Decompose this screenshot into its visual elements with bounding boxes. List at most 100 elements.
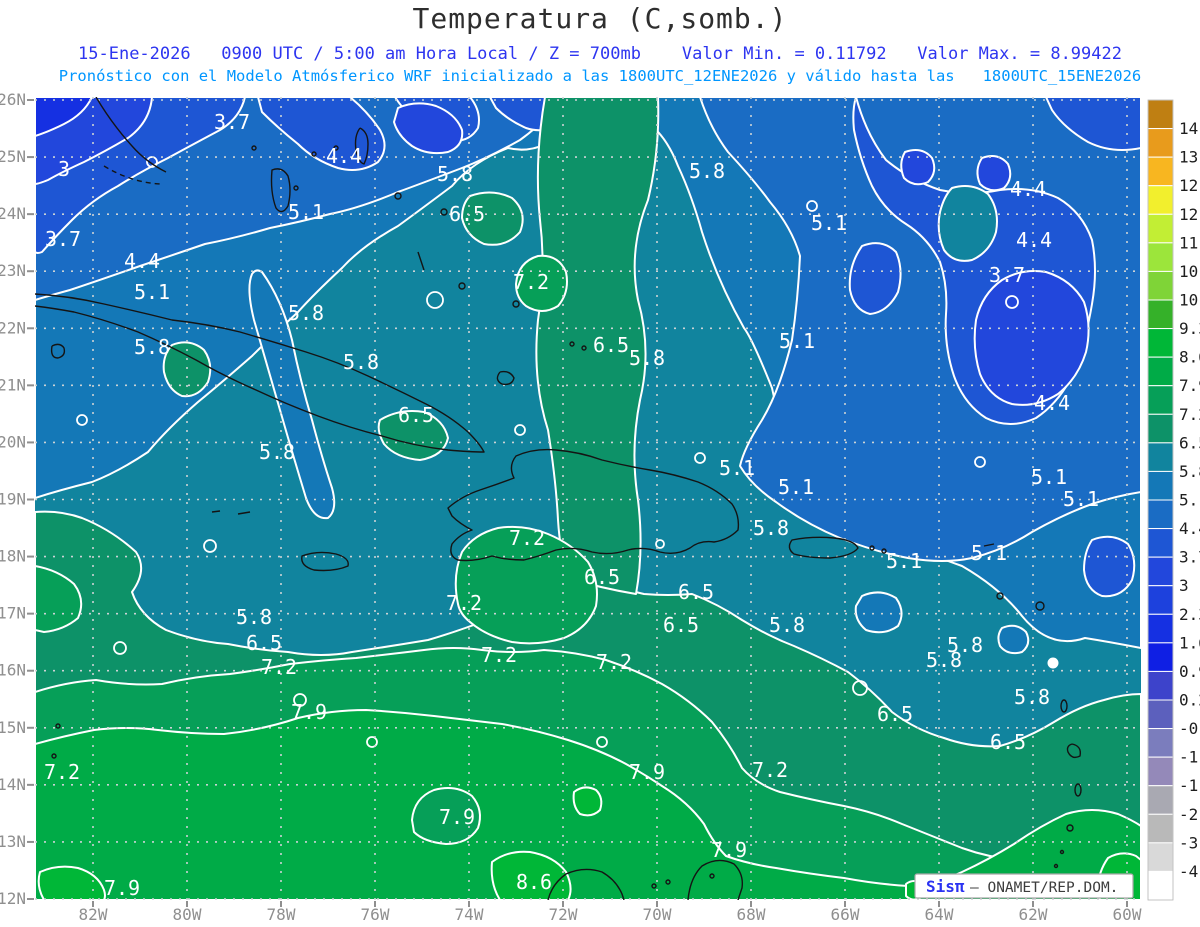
colorbar-label: -0.5 <box>1179 719 1200 738</box>
lon-label: 64W <box>925 905 954 924</box>
lat-label: 20N <box>0 432 26 451</box>
contour-label: 5.8 <box>926 648 962 672</box>
lon-label: 74W <box>455 905 484 924</box>
colorbar-segment <box>1147 99 1174 130</box>
contour-label: 5.8 <box>437 162 473 186</box>
lon-label: 76W <box>361 905 390 924</box>
field-teal-inlier <box>937 185 998 262</box>
contour-label: 5.8 <box>769 613 805 637</box>
colorbar-label: 14.2 <box>1179 119 1200 138</box>
page-title: Temperatura (C,somb.) <box>412 2 788 35</box>
contour-label: 7.2 <box>261 655 297 679</box>
colorbar-label: 2.3 <box>1179 605 1200 624</box>
white-island-spot <box>1047 657 1059 669</box>
colorbar-label: 3 <box>1179 576 1189 595</box>
colorbar-label: -1.9 <box>1179 776 1200 795</box>
lat-label: 21N <box>0 375 26 394</box>
colorbar-segment <box>1147 270 1174 301</box>
antigua <box>1035 601 1045 611</box>
watermark-brand: Sisπ <box>926 877 965 896</box>
colorbar-segment <box>1147 299 1174 330</box>
contour-label: 3.7 <box>989 263 1025 287</box>
lat-label: 15N <box>0 718 26 737</box>
colorbar-segment <box>1147 642 1174 672</box>
lat-label: 23N <box>0 261 26 280</box>
contour-label: 5.1 <box>1031 465 1067 489</box>
lat-label: 17N <box>0 604 26 623</box>
contour-label: 7.2 <box>752 758 788 782</box>
contour-label: 6.5 <box>398 403 434 427</box>
colorbar-label: 11.4 <box>1179 233 1200 252</box>
watermark: Sisπ – ONAMET/REP.DOM. <box>914 873 1134 899</box>
contour-label: 6.5 <box>877 702 913 726</box>
colorbar-label: -1.2 <box>1179 748 1200 767</box>
lat-label: 24N <box>0 204 26 223</box>
lon-label: 72W <box>549 905 578 924</box>
temperature-colorbar: 14.2 13.5 12.8 12.1 11.4 10.7 10 9.3 8.6 7.9 7.2 6.… <box>1147 99 1200 901</box>
lat-label: 22N <box>0 318 26 337</box>
contour-label: 5.8 <box>259 440 295 464</box>
contour-rings <box>76 156 1059 748</box>
colorbar-segment <box>1147 213 1174 244</box>
contour-label: 5.1 <box>288 200 324 224</box>
lon-label: 80W <box>173 905 202 924</box>
contour-label: 5.8 <box>134 335 170 359</box>
contour-label: 6.5 <box>584 565 620 589</box>
contour-label: 7.9 <box>291 700 327 724</box>
lat-label: 26N <box>0 90 26 109</box>
lon-label: 70W <box>643 905 672 924</box>
model-run-subtitle: Pronóstico con el Modelo Atmósferico WRF… <box>58 67 1142 85</box>
lon-label: 62W <box>1019 905 1048 924</box>
colorbar-segment <box>1147 385 1174 415</box>
contour-label: 5.8 <box>343 350 379 374</box>
colorbar-segment <box>1147 328 1174 358</box>
contour-label: 5.1 <box>134 280 170 304</box>
colorbar-label: 7.2 <box>1179 405 1200 424</box>
martinique <box>1066 743 1082 759</box>
colorbar-segment <box>1147 870 1174 901</box>
colorbar-label: 10.7 <box>1179 262 1200 281</box>
contour-label: 6.5 <box>593 333 629 357</box>
latitude-axis: 26N 25N 24N 23N 22N 21N 20N 19N 18N 17N 16N 15N 14N 1… <box>0 90 34 908</box>
st-vincent <box>1066 824 1074 832</box>
coastlines <box>35 97 1082 900</box>
contour-label: 5.1 <box>1063 487 1099 511</box>
colorbar-segment <box>1147 556 1174 587</box>
lat-label: 25N <box>0 147 26 166</box>
colorbar-segment <box>1147 728 1174 758</box>
contour-label: 4.4 <box>1034 391 1070 415</box>
colorbar-label: 3.7 <box>1179 548 1200 567</box>
contour-label: 6.5 <box>449 202 485 226</box>
colorbar-segment <box>1147 499 1174 530</box>
contour-label: 7.2 <box>44 760 80 784</box>
longitude-axis: 82W 80W 78W 76W 74W 72W 70W 68W 66W 64W 62W 60W <box>79 901 1142 924</box>
colorbar-segment <box>1147 756 1174 787</box>
field-inlier-7-2 <box>411 787 481 845</box>
colorbar-label: 13.5 <box>1179 148 1200 167</box>
inagua <box>496 370 515 386</box>
isla-juventud <box>50 343 66 359</box>
contour-label: 8.6 <box>516 870 552 894</box>
colorbar-label: 10 <box>1179 291 1198 310</box>
contour-value-labels: 3.74.45.86.55.85.14.433.74.45.15.14.43.7… <box>44 110 1099 900</box>
contour-label: 7.2 <box>513 270 549 294</box>
lon-label: 82W <box>79 905 108 924</box>
contour-label: 5.1 <box>719 456 755 480</box>
colorbar-label: 5.1 <box>1179 491 1200 510</box>
colorbar-label: 9.3 <box>1179 319 1200 338</box>
jamaica-coast <box>301 551 349 572</box>
watermark-box <box>914 873 1134 899</box>
contour-label: 5.1 <box>971 541 1007 565</box>
colorbar-label: 7.9 <box>1179 376 1200 395</box>
contour-label: 6.5 <box>678 580 714 604</box>
colorbar-segment <box>1147 528 1174 558</box>
lat-label: 18N <box>0 547 26 566</box>
contour-label: 5.1 <box>779 329 815 353</box>
hispaniola-coast <box>447 448 740 562</box>
lat-label: 19N <box>0 490 26 509</box>
lon-label: 66W <box>831 905 860 924</box>
contour-label: 3.7 <box>214 110 250 134</box>
lat-label: 13N <box>0 832 26 851</box>
